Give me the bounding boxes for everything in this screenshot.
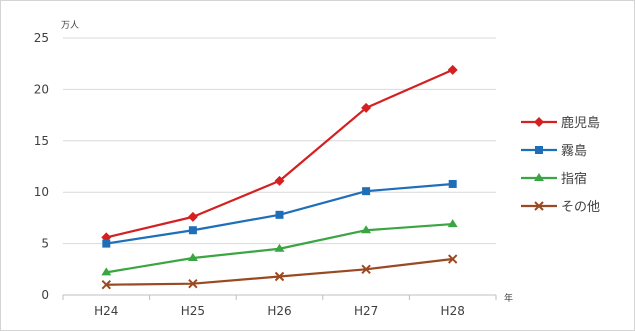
data-point [361,264,371,275]
data-point [447,64,458,75]
y-tick-label: 5 [41,237,49,251]
y-tick-label: 20 [34,82,49,96]
data-point [187,211,198,222]
legend-marker [534,173,544,181]
x-tick-label: H28 [441,304,465,318]
data-point [101,267,112,276]
legend-label: 指宿 [561,171,587,187]
legend-label: その他 [561,200,600,215]
legend-marker [535,146,543,154]
y-axis-unit-label: 万人 [61,20,79,31]
data-point [275,210,284,219]
data-point [448,179,457,188]
y-tick-label: 0 [41,288,49,302]
x-tick-label: H25 [181,304,205,318]
data-point [274,175,285,186]
data-point [447,219,458,228]
data-point [102,239,111,248]
data-point [187,252,198,261]
y-tick-label: 15 [34,134,49,148]
data-point [447,254,458,264]
x-tick-label: H27 [354,304,378,318]
legend-label: 霧島 [561,144,587,159]
data-point [188,226,197,235]
x-tick-label: H24 [94,304,118,318]
x-axis-unit-label: 年 [504,292,513,304]
data-point [362,187,371,196]
legend-marker [534,201,544,211]
y-tick-label: 25 [34,31,49,45]
data-point [188,278,198,289]
data-point [361,102,372,113]
legend-label: 鹿児島 [561,115,600,131]
data-point [274,271,285,282]
y-tick-label: 10 [34,185,49,199]
data-point [101,280,112,290]
legend-marker [534,117,544,127]
data-point [361,225,372,234]
x-tick-label: H26 [267,304,291,318]
data-point [274,243,285,252]
